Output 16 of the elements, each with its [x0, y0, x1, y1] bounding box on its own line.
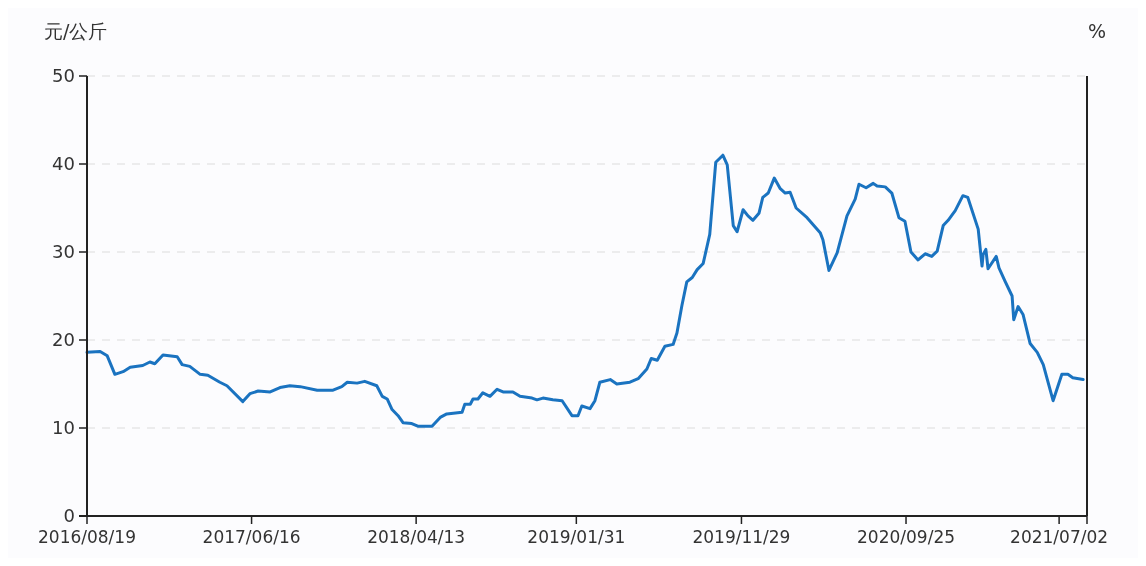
- y2-axis-title: %: [1087, 20, 1106, 42]
- x-tick-label: 2017/06/16: [202, 527, 301, 547]
- x-tick-label: 2019/11/29: [692, 527, 791, 547]
- y-tick-label: 10: [52, 417, 75, 439]
- y-axis-title: 元/公斤: [44, 20, 108, 42]
- x-tick-label: 2016/08/19: [38, 527, 136, 547]
- y-tick-label: 40: [52, 153, 75, 175]
- y-tick-label: 20: [52, 329, 75, 351]
- y-tick-label: 30: [52, 241, 75, 263]
- y-tick-label: 50: [52, 65, 75, 87]
- line-series: [85, 153, 1085, 428]
- x-tick-label: 2019/01/31: [527, 527, 626, 547]
- x-tick-label: 2020/09/25: [857, 527, 956, 547]
- x-tick-label: 2018/04/13: [367, 527, 466, 547]
- y-tick-label: 0: [63, 505, 75, 527]
- x-tick-label: 2021/07/02: [1010, 527, 1109, 547]
